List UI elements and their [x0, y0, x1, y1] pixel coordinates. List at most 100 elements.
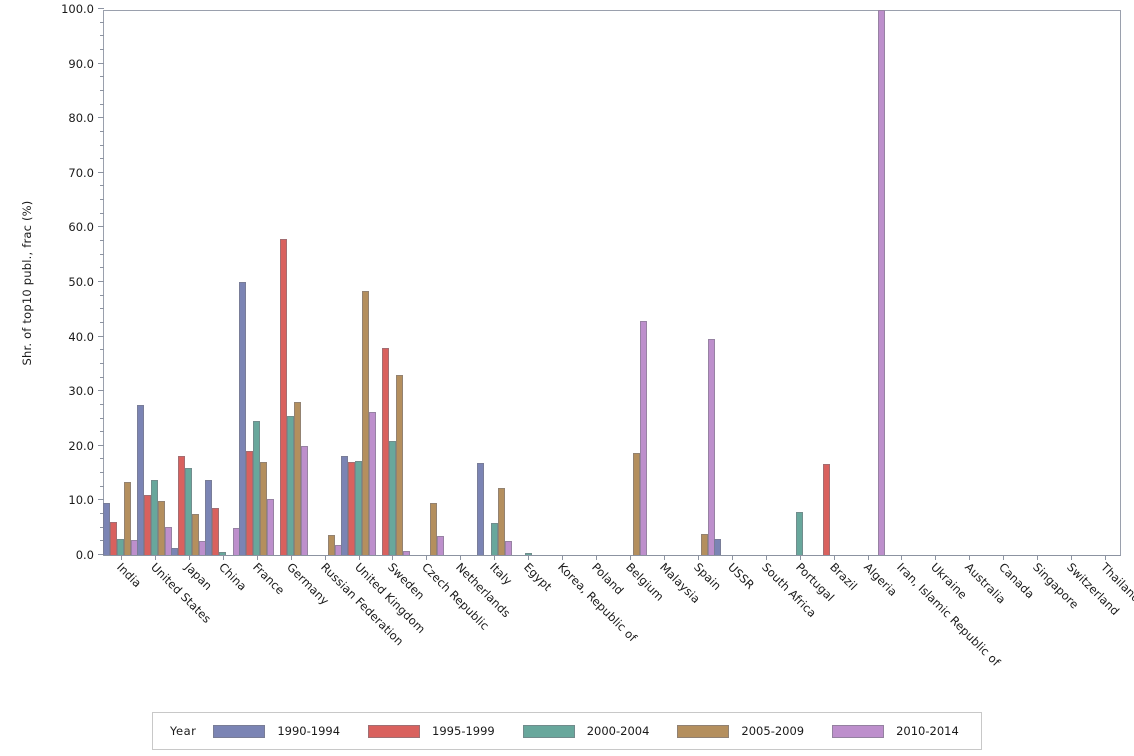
bar: [103, 503, 111, 555]
bar: [246, 451, 254, 555]
bar-group: [714, 11, 749, 555]
bar: [402, 550, 410, 555]
bar-group: [1020, 11, 1055, 555]
legend-label: 2005-2009: [741, 724, 805, 738]
x-axis-tick: [629, 555, 631, 560]
legend-label: 1995-1999: [432, 724, 495, 738]
y-axis-tick-minor: [100, 458, 104, 460]
bar: [388, 441, 396, 555]
legend-entry[interactable]: 1990-1994: [213, 724, 354, 738]
x-axis-tick-label: Egypt: [521, 560, 555, 594]
bar: [137, 404, 145, 555]
y-axis-tick-minor: [100, 144, 104, 146]
bar-group: [409, 11, 444, 555]
bar: [239, 282, 247, 555]
y-axis-tick-minor: [100, 185, 104, 187]
y-axis-tick-label: 80.0: [68, 111, 94, 126]
x-axis-tick-label: India: [114, 560, 145, 591]
x-axis-tick: [901, 555, 903, 560]
x-axis-tick-label: United States: [147, 560, 214, 626]
x-axis-tick: [969, 555, 971, 560]
y-axis-tick-label: 50.0: [68, 275, 94, 289]
bar-group: [782, 11, 817, 555]
x-axis-tick: [663, 555, 665, 560]
x-axis-tick: [765, 555, 767, 560]
bar: [708, 338, 716, 555]
bar: [294, 402, 302, 555]
bar: [124, 481, 132, 555]
bar: [476, 463, 484, 555]
bar: [714, 539, 722, 555]
x-axis-tick: [731, 555, 733, 560]
y-axis-tick-label: 10.0: [68, 493, 94, 508]
x-axis-tick: [867, 555, 869, 560]
y-axis-tick-minor: [100, 513, 104, 515]
bar-group: [579, 11, 614, 555]
y-axis-tick-minor: [100, 349, 104, 351]
y-axis-tick-minor: [100, 35, 104, 37]
bar-group: [239, 11, 275, 555]
y-axis-tick-major: [98, 226, 104, 228]
y-axis-tick-label: 90.0: [68, 56, 94, 71]
x-axis-tick: [256, 555, 258, 560]
legend-entry[interactable]: 2010-2014: [832, 724, 973, 738]
bar: [429, 503, 437, 555]
legend-entry[interactable]: 2005-2009: [677, 724, 818, 738]
y-axis-label: Shr. of top10 publ., frac (%): [20, 200, 34, 366]
bar: [178, 455, 186, 555]
legend-entry[interactable]: 2000-2004: [522, 724, 664, 738]
bar-group: [884, 11, 919, 555]
y-axis-tick-major: [98, 499, 104, 501]
bar-group: [748, 11, 783, 555]
bar: [796, 511, 804, 555]
x-axis-tick: [188, 555, 190, 560]
y-axis-tick-major: [98, 281, 104, 282]
y-axis-tick-major: [98, 8, 104, 9]
y-axis-tick-label: 20.0: [68, 438, 94, 453]
bar: [287, 415, 295, 555]
x-axis-tick: [833, 555, 835, 560]
x-axis-tick: [528, 555, 530, 560]
bar: [701, 534, 709, 555]
bar-group: [816, 11, 851, 555]
y-axis-tick-minor: [100, 158, 104, 160]
x-axis-tick-label: China: [215, 560, 250, 594]
bar: [633, 453, 641, 555]
bar: [878, 10, 885, 555]
x-axis-tick: [324, 555, 326, 560]
y-axis-tick-label: 0.0: [75, 548, 94, 562]
y-axis-tick-label: 40.0: [68, 329, 94, 344]
y-axis-tick-major: [98, 390, 104, 392]
x-axis-tick: [120, 555, 122, 560]
bar: [395, 374, 403, 555]
x-axis-tick: [460, 555, 462, 560]
legend-swatch: [832, 724, 885, 738]
legend-entry[interactable]: 1995-1999: [368, 724, 509, 738]
bar-group: [986, 11, 1021, 555]
bar: [192, 513, 200, 555]
legend-entries: 1990-1994 1995-1999 2000-2004 2005-2009 2010…: [213, 724, 986, 738]
bar: [381, 347, 389, 555]
legend-label: 2010-2014: [896, 724, 959, 738]
bar-group: [1088, 11, 1123, 555]
y-axis-tick-minor: [100, 376, 104, 378]
x-axis-tick-labels: India United States Japan China France German…: [103, 560, 1134, 710]
bar: [260, 462, 268, 555]
y-axis-tick-minor: [100, 294, 104, 296]
bar: [185, 467, 193, 555]
bar: [212, 507, 220, 555]
bar: [144, 494, 152, 555]
y-axis-tick-minor: [100, 48, 104, 50]
bar-group: [205, 11, 241, 555]
bar-group: [545, 11, 580, 555]
bar: [369, 411, 376, 555]
y-axis-tick-major: [98, 117, 104, 119]
bar-group: [850, 10, 885, 555]
y-axis-tick-minor: [100, 199, 104, 201]
bar-group: [511, 11, 546, 555]
legend: Year 1990-1994 1995-1999 2000-2004 2005-200…: [152, 712, 982, 750]
x-axis-tick-label: USSR: [724, 560, 757, 593]
x-axis-tick: [1105, 555, 1107, 560]
bar-group: [103, 11, 139, 555]
